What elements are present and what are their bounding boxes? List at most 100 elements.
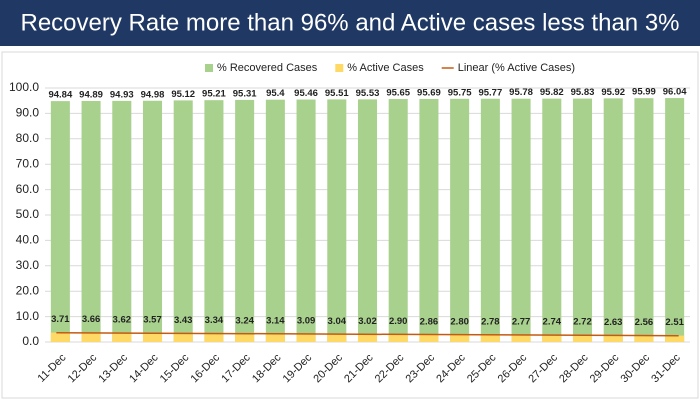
data-label: 96.04 bbox=[663, 87, 687, 98]
bar bbox=[511, 334, 531, 342]
data-label: 3.14 bbox=[266, 316, 285, 327]
legend-swatch bbox=[205, 64, 213, 72]
bar bbox=[112, 100, 132, 342]
bar bbox=[142, 332, 163, 342]
bar bbox=[327, 99, 347, 342]
y-tick-label: 60.0 bbox=[16, 182, 40, 196]
bar bbox=[419, 334, 439, 342]
bar bbox=[388, 99, 408, 342]
data-label: 3.66 bbox=[82, 314, 101, 325]
data-label: 2.74 bbox=[543, 317, 562, 328]
bar bbox=[511, 98, 531, 342]
bar bbox=[480, 334, 500, 342]
y-tick-label: 50.0 bbox=[16, 207, 40, 221]
data-label: 3.02 bbox=[358, 316, 377, 327]
y-tick-label: 90.0 bbox=[16, 106, 40, 120]
data-label: 3.57 bbox=[143, 314, 162, 325]
data-label: 2.77 bbox=[512, 316, 531, 327]
bar bbox=[327, 334, 347, 342]
bar bbox=[572, 98, 593, 342]
chart-title: Recovery Rate more than 96% and Active c… bbox=[20, 9, 679, 36]
bar bbox=[265, 334, 285, 342]
trendline bbox=[56, 331, 679, 337]
bar bbox=[50, 101, 70, 342]
bar bbox=[634, 335, 654, 342]
bar bbox=[542, 335, 562, 342]
data-label: 95.51 bbox=[325, 88, 349, 99]
data-label: 94.84 bbox=[48, 90, 72, 101]
data-label: 3.43 bbox=[174, 315, 193, 326]
data-label: 3.09 bbox=[297, 316, 316, 327]
data-label: 95.4 bbox=[266, 88, 285, 99]
bar bbox=[265, 99, 285, 343]
bar bbox=[296, 99, 316, 342]
bar bbox=[388, 334, 408, 342]
data-label: 95.31 bbox=[233, 88, 257, 99]
data-label: 2.72 bbox=[573, 317, 592, 328]
chart-border bbox=[1, 51, 699, 399]
bar bbox=[142, 100, 163, 343]
data-label: 2.90 bbox=[389, 316, 408, 327]
legend-label: % Active Cases bbox=[347, 62, 424, 74]
y-tick-label: 100.0 bbox=[9, 80, 39, 94]
bar bbox=[572, 335, 593, 342]
bar bbox=[634, 98, 654, 343]
data-label: 95.77 bbox=[478, 87, 502, 98]
data-label: 2.80 bbox=[450, 316, 469, 327]
data-label: 2.56 bbox=[635, 317, 654, 328]
data-label: 95.21 bbox=[202, 89, 226, 100]
data-label: 3.24 bbox=[235, 315, 254, 326]
data-label: 2.51 bbox=[665, 317, 684, 328]
data-label: 94.89 bbox=[79, 89, 103, 100]
title-banner bbox=[0, 0, 700, 46]
y-tick-label: 10.0 bbox=[16, 309, 40, 323]
y-tick-label: 80.0 bbox=[16, 131, 40, 145]
bar bbox=[204, 100, 224, 343]
data-label: 95.83 bbox=[571, 87, 595, 98]
data-label: 95.46 bbox=[294, 88, 318, 99]
bar bbox=[204, 333, 224, 342]
y-tick-label: 70.0 bbox=[16, 156, 40, 170]
data-label: 2.63 bbox=[604, 317, 623, 328]
data-label: 94.98 bbox=[141, 89, 165, 100]
bar bbox=[603, 98, 623, 343]
bar bbox=[450, 98, 470, 342]
y-tick-label: 0.0 bbox=[22, 334, 39, 348]
bar bbox=[235, 333, 255, 342]
data-label: 3.62 bbox=[113, 314, 132, 325]
bar bbox=[50, 332, 70, 342]
data-label: 95.75 bbox=[448, 87, 472, 98]
data-label: 94.93 bbox=[110, 89, 134, 100]
bar bbox=[173, 333, 193, 342]
data-label: 95.65 bbox=[386, 88, 410, 99]
bar bbox=[480, 98, 500, 342]
bar bbox=[603, 335, 623, 342]
bar bbox=[81, 100, 101, 342]
bar bbox=[665, 335, 685, 342]
bar bbox=[542, 98, 562, 342]
bar bbox=[173, 100, 193, 342]
bar bbox=[357, 334, 378, 342]
bar bbox=[665, 98, 685, 342]
data-label: 3.34 bbox=[205, 315, 224, 326]
bar bbox=[450, 334, 470, 342]
data-label: 95.92 bbox=[601, 87, 625, 98]
bar bbox=[235, 99, 255, 342]
data-label: 3.04 bbox=[328, 316, 347, 327]
data-label: 95.69 bbox=[417, 87, 441, 98]
data-label: 95.78 bbox=[509, 87, 533, 98]
y-tick-label: 20.0 bbox=[16, 283, 40, 297]
y-tick-label: 40.0 bbox=[16, 233, 40, 247]
bar bbox=[357, 99, 378, 343]
data-label: 2.86 bbox=[420, 316, 439, 327]
bar bbox=[419, 98, 439, 342]
y-tick-label: 30.0 bbox=[16, 258, 40, 272]
bar bbox=[296, 334, 316, 342]
data-label: 95.99 bbox=[632, 87, 656, 98]
bar bbox=[112, 332, 132, 342]
data-label: 95.12 bbox=[171, 89, 195, 100]
data-label: 2.78 bbox=[481, 316, 500, 327]
data-label: 95.53 bbox=[356, 88, 380, 99]
